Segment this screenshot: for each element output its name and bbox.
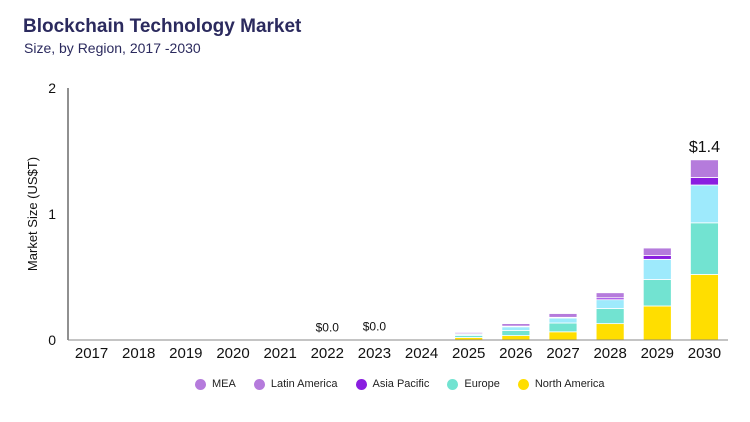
bar-segment-2027-europe <box>548 322 578 333</box>
x-tick-label: 2029 <box>641 345 674 362</box>
y-tick-label: 0 <box>48 332 56 348</box>
legend-item-north-america: North America <box>517 378 605 390</box>
x-tick-label: 2027 <box>546 345 579 362</box>
legend-label: Asia Pacific <box>372 378 430 390</box>
chart-subtitle: Size, by Region, 2017 -2030 <box>24 40 201 56</box>
data-label-2030: $1.4 <box>689 139 720 156</box>
legend-item-latin-america: Latin America <box>253 378 338 390</box>
bar-segment-2028-north-america <box>595 323 625 341</box>
bar-segment-2028-europe <box>595 308 625 325</box>
bar-segment-2028-series-4 <box>595 292 625 299</box>
bar-segment-2029-north-america <box>642 305 672 341</box>
bar-segment-2023-series-4 <box>360 338 389 340</box>
chart-title: Blockchain Technology Market <box>23 16 302 37</box>
bar-segment-2029-series-2 <box>642 258 672 280</box>
x-tick-label: 2018 <box>122 345 155 362</box>
bar-segment-2029-europe <box>642 279 672 307</box>
y-tick-label: 1 <box>48 206 56 222</box>
bar-segment-2028-series-2 <box>595 299 625 309</box>
bar-segment-2025-series-4 <box>454 332 484 335</box>
legend: MEA Latin America Asia Pacific Europe North … <box>195 378 605 390</box>
legend-label: Latin America <box>270 378 338 390</box>
y-axis-label: Market Size (US$T) <box>25 157 40 271</box>
bar-segment-2029-series-3 <box>642 255 672 260</box>
legend-swatch-icon <box>195 378 206 390</box>
bar-segment-2026-series-2 <box>501 326 531 331</box>
x-tick-label: 2023 <box>358 345 391 362</box>
x-tick-label: 2021 <box>263 345 296 362</box>
bar-segment-2027-series-4 <box>548 313 578 318</box>
legend-item-asia-pacific: Asia Pacific <box>355 378 430 390</box>
bar-segment-2030-series-2 <box>690 184 719 224</box>
x-tick-label: 2030 <box>688 345 721 362</box>
legend-swatch-icon <box>517 378 529 390</box>
bar-segment-2030-series-4 <box>690 159 719 178</box>
bar-segment-2026-series-4 <box>501 323 531 327</box>
legend-item-mea: MEA <box>195 378 236 390</box>
bar-segment-2027-series-2 <box>548 317 578 324</box>
legend-swatch-icon <box>253 378 265 390</box>
legend-label: North America <box>534 378 605 390</box>
x-tick-label: 2020 <box>216 345 249 362</box>
y-tick-label: 2 <box>48 80 56 96</box>
x-tick-label: 2026 <box>499 345 532 362</box>
x-tick-label: 2024 <box>405 345 438 362</box>
x-tick-label: 2025 <box>452 345 485 362</box>
legend-swatch-icon <box>447 378 459 390</box>
bar-segment-2030-europe <box>690 222 719 275</box>
bar-segment-2027-north-america <box>548 331 578 341</box>
x-tick-label: 2019 <box>169 345 202 362</box>
x-tick-label: 2017 <box>75 345 108 362</box>
legend-label: MEA <box>212 378 236 390</box>
bar-segment-2026-europe <box>501 330 531 336</box>
legend-label: Europe <box>464 378 500 390</box>
bar-segment-2030-series-3 <box>690 177 719 186</box>
legend-item-europe: Europe <box>447 378 500 390</box>
bar-segment-2024-series-4 <box>407 337 436 339</box>
data-label-2022: $0.0 <box>316 320 340 334</box>
x-tick-label: 2022 <box>311 345 344 362</box>
legend-swatch-icon <box>355 378 367 390</box>
data-label-2023: $0.0 <box>363 320 387 334</box>
x-tick-label: 2028 <box>593 345 626 362</box>
bar-segment-2029-series-4 <box>642 247 672 256</box>
bar-segment-2026-north-america <box>501 335 531 341</box>
bar-segment-2030-north-america <box>690 274 719 341</box>
